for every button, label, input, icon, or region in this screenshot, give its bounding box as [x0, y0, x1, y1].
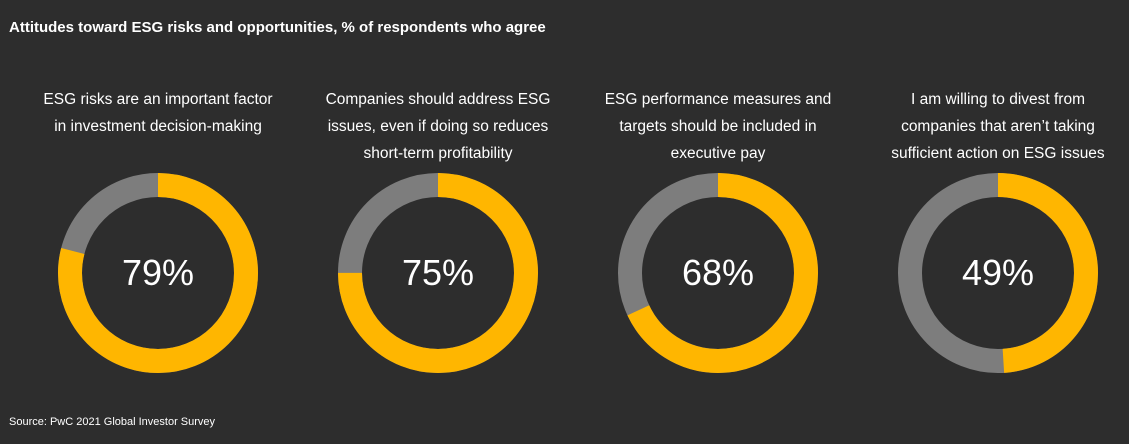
donut-label-line: short-term profitability: [363, 145, 513, 162]
donut-label-line: executive pay: [670, 145, 766, 162]
donut-label-line: I am willing to divest from: [911, 91, 1085, 108]
donut-svg: [338, 173, 538, 373]
donut-label-line: Companies should address ESG: [325, 91, 551, 108]
donut-label-line: sufficient action on ESG issues: [891, 145, 1105, 162]
donut-agree-arc: [898, 173, 1098, 373]
donut-label-line: ESG risks are an important factor: [43, 91, 273, 108]
donut-agree-arc: [58, 173, 258, 373]
donut-label: I am willing to divest from companies tha…: [858, 86, 1129, 167]
donut-label-line: issues, even if doing so reduces: [327, 118, 549, 135]
donut-label-line: in investment decision-making: [54, 118, 262, 135]
donut-label: ESG performance measures and targets shou…: [578, 86, 858, 167]
donut-value-label: 75%: [401, 252, 475, 293]
donut-agree-arc: [618, 173, 818, 373]
donut-panel: I am willing to divest from companies tha…: [858, 0, 1129, 444]
donut-svg: [618, 173, 818, 373]
donut-value-label: 79%: [121, 252, 195, 293]
donut-panel: ESG performance measures and targets shou…: [578, 0, 858, 444]
donut-chart: 79%: [58, 173, 258, 373]
donut-agree-arc: [338, 173, 538, 373]
source-note: Source: PwC 2021 Global Investor Survey: [9, 416, 216, 428]
donut-chart: 75%: [338, 173, 538, 373]
donut-value-label: 49%: [961, 252, 1035, 293]
donut-svg: [898, 173, 1098, 373]
donut-chart: 68%: [618, 173, 818, 373]
donut-label-line: ESG performance measures and: [604, 91, 832, 108]
donut-label-line: targets should be included in: [619, 118, 817, 135]
donut-label: ESG risks are an important factor in inve…: [18, 86, 298, 140]
donut-label: Companies should address ESG issues, even…: [298, 86, 578, 167]
chart-title: Attitudes toward ESG risks and opportuni…: [9, 19, 546, 36]
donut-panel: Companies should address ESG issues, even…: [298, 0, 578, 444]
donut-value-label: 68%: [681, 252, 755, 293]
donut-label-line: companies that aren’t taking: [901, 118, 1095, 135]
donut-panel: ESG risks are an important factor in inve…: [18, 0, 298, 444]
donut-svg: [58, 173, 258, 373]
donut-chart: 49%: [898, 173, 1098, 373]
